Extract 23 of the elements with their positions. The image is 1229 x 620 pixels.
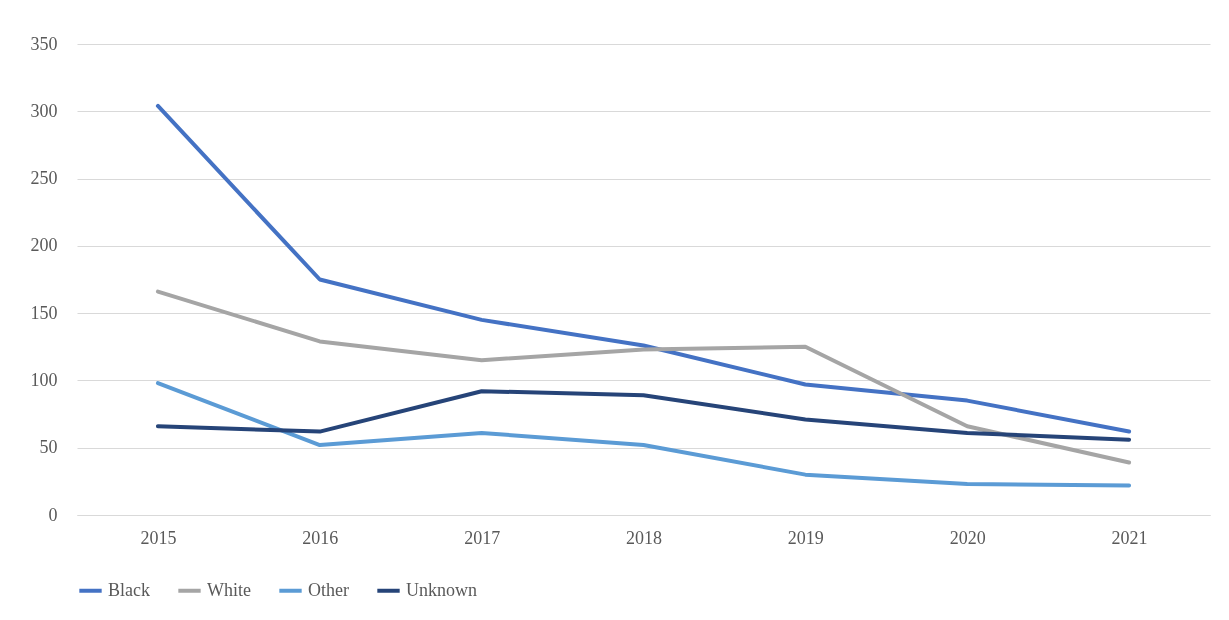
y-tick-label: 300 [30, 100, 58, 121]
legend-label: Other [308, 579, 349, 600]
line-series [155, 381, 1132, 488]
x-tick-label: 2015 [140, 527, 177, 548]
y-tick-label: 0 [48, 504, 58, 525]
x-tick-label: 2020 [949, 527, 986, 548]
y-tick-label: 50 [39, 437, 58, 458]
line-series [155, 289, 1132, 465]
legend-label: White [207, 579, 251, 600]
y-tick-label: 350 [30, 33, 58, 54]
x-tick-label: 2017 [464, 527, 501, 548]
line-series [155, 389, 1132, 442]
legend-label: Unknown [406, 579, 477, 600]
y-tick-label: 150 [30, 302, 58, 323]
x-tick-label: 2016 [302, 527, 339, 548]
y-tick-label: 100 [30, 369, 58, 390]
legend-label: Black [108, 579, 150, 600]
line-series [155, 103, 1132, 434]
y-tick-label: 250 [30, 168, 58, 189]
x-tick-label: 2021 [1111, 527, 1148, 548]
y-tick-label: 200 [30, 235, 58, 256]
x-tick-label: 2019 [787, 527, 824, 548]
x-tick-label: 2018 [626, 527, 662, 548]
